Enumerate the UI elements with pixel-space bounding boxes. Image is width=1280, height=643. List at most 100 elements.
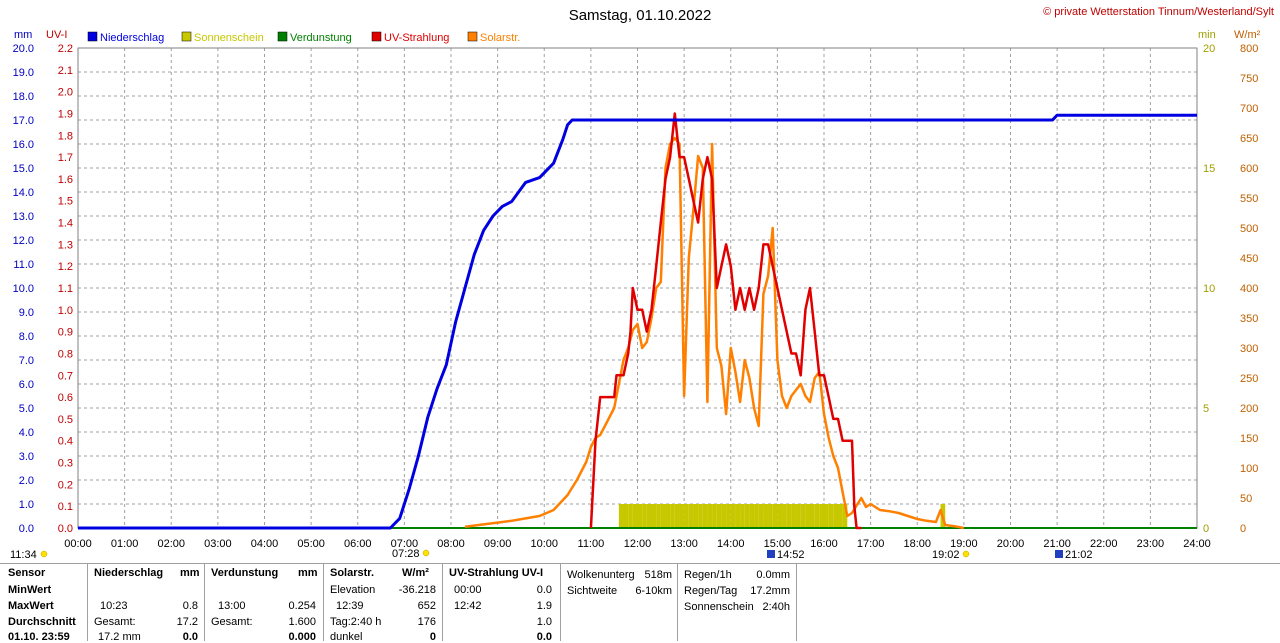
solar-max-time: 12:39: [336, 600, 364, 612]
tick-label-min: 15: [1203, 163, 1215, 175]
tick-label-uv: 0.2: [58, 479, 73, 491]
tick-label-time: 01:00: [111, 538, 139, 550]
sonnenschein-bar: [651, 504, 657, 528]
cloud-val-2: 6-10km: [635, 585, 672, 597]
marker-left-time: 11:34: [10, 549, 37, 561]
tick-label-time: 06:00: [344, 538, 372, 550]
sunrise-icon: [422, 549, 430, 557]
stats-divider: [796, 563, 797, 641]
tick-label-mm: 5.0: [19, 403, 34, 415]
tick-label-time: 20:00: [997, 538, 1025, 550]
sonnenschein-bar: [800, 504, 806, 528]
marker-sunrise-time: 07:28: [392, 548, 420, 560]
solar-tag-val: 176: [417, 616, 436, 628]
sonnenschein-bar: [628, 504, 633, 528]
tick-label-mm: 9.0: [19, 307, 34, 319]
tick-label-time: 13:00: [670, 538, 698, 550]
tick-label-wm2: 650: [1240, 133, 1258, 145]
stats-header-sensor: Sensor: [8, 567, 46, 579]
uv-last-val: 0.0: [536, 631, 552, 643]
tick-label-uv: 0.5: [58, 414, 73, 426]
legend-swatch-uv-strahlung: [371, 31, 382, 42]
tick-label-uv: 0.8: [58, 348, 73, 360]
verdunstung-gesamt-label: Gesamt:: [211, 616, 253, 628]
tick-label-min: 5: [1203, 403, 1209, 415]
tick-label-time: 21:00: [1043, 538, 1071, 550]
sonnenschein-bar: [665, 504, 671, 528]
niederschlag-gesamt-label: Gesamt:: [94, 616, 136, 628]
stats-row-max: MaxWert: [8, 600, 54, 612]
sonnenschein-bar: [749, 504, 755, 528]
marker-sunset-time: 19:02: [932, 549, 960, 561]
tick-label-mm: 18.0: [13, 91, 34, 103]
tick-label-time: 24:00: [1183, 538, 1211, 550]
stats-header-verdunstung: Verdunstung: [211, 567, 279, 579]
stats-divider: [323, 563, 324, 641]
legend-swatch-solarstr-: [467, 31, 478, 42]
stats-header-wm2: W/m²: [402, 567, 429, 579]
tick-label-time: 11:00: [578, 538, 605, 550]
stats-divider: [560, 563, 561, 641]
stats-header-solar: Solarstr.: [330, 567, 375, 579]
solar-noon-icon: [767, 550, 775, 558]
tick-label-uv: 0.0: [58, 523, 73, 535]
rain-label-2: Regen/Tag: [684, 585, 738, 597]
tick-label-uv: 0.6: [58, 392, 73, 404]
verdunstung-last-val: 0.000: [288, 631, 316, 643]
tick-label-time: 23:00: [1137, 538, 1165, 550]
sonnenschein-bar: [754, 504, 759, 528]
tick-label-time: 18:00: [903, 538, 931, 550]
sonnenschein-bar: [637, 504, 643, 528]
series-line-solarstr-: [464, 136, 965, 530]
tick-label-mm: 4.0: [19, 427, 34, 439]
tick-label-wm2: 250: [1240, 373, 1258, 385]
tick-label-uv: 1.8: [58, 130, 73, 142]
sonnenschein-bar: [740, 504, 745, 528]
tick-label-wm2: 400: [1240, 283, 1258, 295]
tick-label-mm: 13.0: [13, 211, 34, 223]
tick-label-mm: 3.0: [19, 451, 34, 463]
tick-label-uv: 1.1: [58, 283, 73, 295]
niederschlag-last: 17.2 mm: [98, 631, 141, 643]
verdunstung-max-val: 0.254: [288, 600, 316, 612]
solar-tag-label: Tag:2:40 h: [330, 616, 382, 628]
tick-label-time: 03:00: [204, 538, 232, 550]
tick-label-mm: 12.0: [13, 235, 34, 247]
sonnenschein-bar: [828, 504, 834, 528]
tick-label-time: 00:00: [64, 538, 92, 550]
sonnenschein-bar: [791, 504, 797, 528]
tick-label-mm: 8.0: [19, 331, 34, 343]
tick-label-uv: 2.0: [58, 87, 73, 99]
tick-label-uv: 1.7: [58, 152, 73, 164]
legend-swatch-verdunstung: [277, 31, 288, 42]
cloud-val-1: 518m: [644, 569, 672, 581]
time-markers: 11:34 07:28 14:52 19:02 21:02: [10, 548, 1093, 561]
tick-label-wm2: 50: [1240, 493, 1252, 505]
sonnenschein-bar: [646, 504, 652, 528]
uv-max-time: 12:42: [454, 600, 482, 612]
sonnenschein-bar: [744, 504, 750, 528]
sonnenschein-bar: [805, 504, 811, 528]
sonnenschein-bar: [670, 504, 675, 528]
sonnenschein-bar: [777, 504, 783, 528]
stats-divider: [87, 563, 88, 641]
tick-label-uv: 1.3: [58, 239, 73, 251]
sonnenschein-bar: [642, 504, 647, 528]
niederschlag-gesamt-val: 17.2: [176, 616, 198, 628]
tick-label-wm2: 350: [1240, 313, 1258, 325]
tick-label-wm2: 0: [1240, 523, 1246, 535]
tick-label-time: 04:00: [251, 538, 279, 550]
uv-avg-val: 1.0: [536, 616, 552, 628]
tick-label-wm2: 700: [1240, 103, 1258, 115]
tick-label-mm: 10.0: [13, 283, 34, 295]
rain-val-2: 17.2mm: [750, 585, 790, 597]
legend-label-sonnenschein: Sonnenschein: [194, 32, 264, 44]
sonnenschein-bar: [679, 504, 685, 528]
tick-label-mm: 19.0: [13, 67, 34, 79]
solar-max-val: 652: [417, 600, 436, 612]
sonnenschein-bar: [632, 504, 638, 528]
niederschlag-last-val: 0.0: [182, 631, 198, 643]
tick-label-uv: 0.1: [58, 501, 73, 513]
stats-header-mm: mm: [180, 567, 200, 579]
tick-label-wm2: 200: [1240, 403, 1258, 415]
